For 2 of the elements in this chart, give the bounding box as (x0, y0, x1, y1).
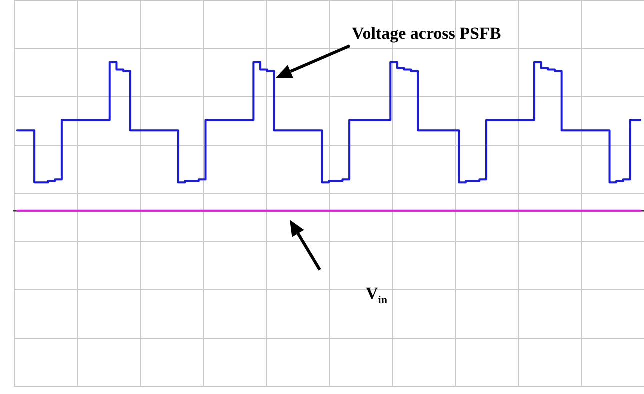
text: Voltage across PSFB (352, 24, 502, 44)
text: V$_{in}$ (366, 284, 388, 306)
